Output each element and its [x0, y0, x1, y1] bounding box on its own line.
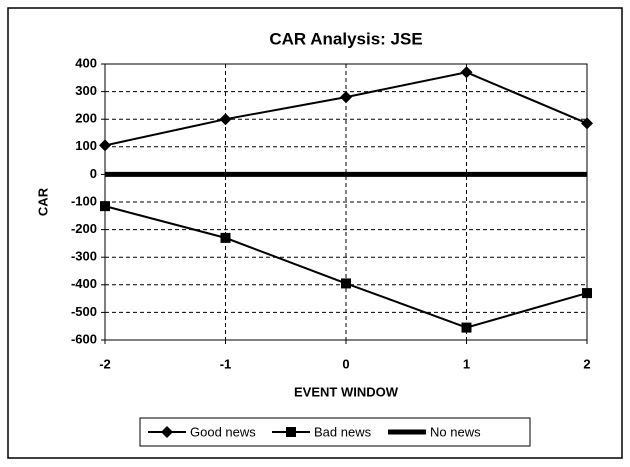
data-point: [100, 201, 110, 212]
x-tick-label: -1: [220, 356, 232, 371]
y-tick-label: -600: [71, 331, 97, 346]
legend-text: Bad news: [314, 424, 372, 439]
y-tick-label: 200: [75, 111, 97, 126]
data-point: [340, 91, 352, 104]
x-tick-label: 1: [463, 356, 470, 371]
y-tick-label: 100: [75, 138, 97, 153]
y-tick-label: -500: [71, 304, 97, 319]
x-tick-label: 0: [342, 356, 349, 371]
data-point: [220, 232, 231, 243]
legend-box: [139, 417, 531, 447]
y-tick-label: -400: [71, 276, 97, 291]
y-tick-label: -300: [71, 249, 97, 264]
data-point: [460, 66, 473, 79]
y-axis-label: CAR: [35, 187, 50, 216]
legend-text: No news: [430, 424, 481, 439]
x-tick-label: 2: [583, 356, 590, 371]
y-tick-label: -100: [71, 193, 97, 208]
legend-text: Good news: [190, 424, 256, 439]
chart-title: CAR Analysis: JSE: [269, 29, 422, 48]
data-point: [581, 117, 593, 130]
data-point: [99, 139, 111, 152]
x-axis-label: EVENT WINDOW: [294, 384, 399, 399]
y-tick-label: 0: [90, 166, 97, 181]
data-point: [341, 278, 351, 289]
data-point: [582, 288, 592, 299]
legend-marker: [161, 426, 173, 438]
data-point: [461, 322, 472, 333]
x-tick-label: -2: [99, 356, 111, 371]
data-point: [219, 113, 232, 126]
y-tick-label: -200: [71, 221, 97, 236]
y-tick-label: 400: [75, 55, 97, 70]
legend-marker: [286, 427, 296, 437]
y-tick-label: 300: [75, 83, 97, 98]
